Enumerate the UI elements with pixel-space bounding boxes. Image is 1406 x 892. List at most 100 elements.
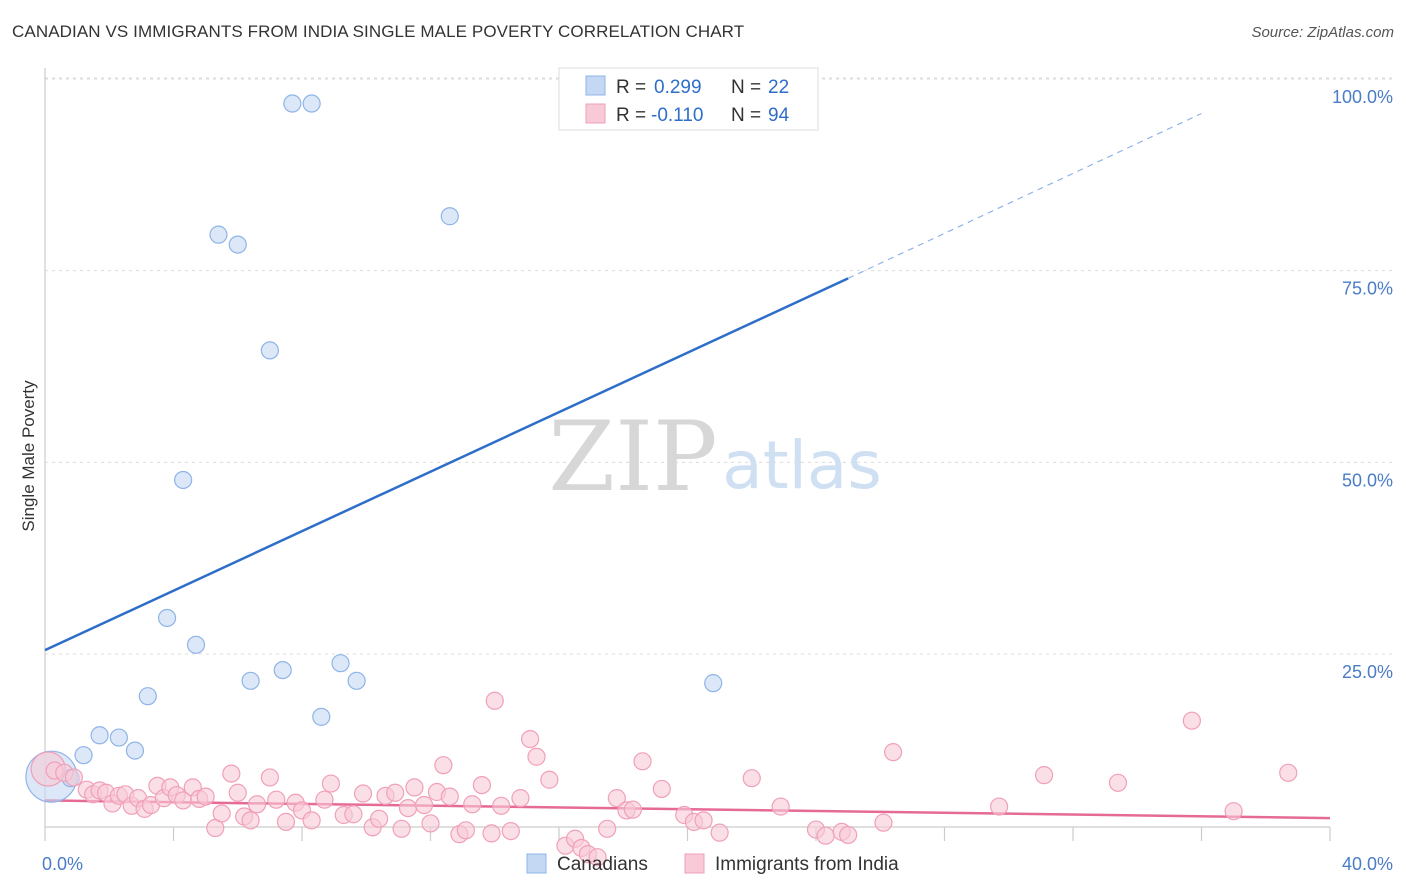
canadians-point-17 <box>312 707 331 726</box>
india-point-70 <box>598 819 617 838</box>
india-point-56 <box>472 775 491 795</box>
legend-r-value-2: -0.110 <box>651 105 703 126</box>
canadians-point-7 <box>157 608 177 628</box>
india-point-59 <box>492 796 511 815</box>
india-point-51 <box>434 756 453 775</box>
canadians-point-15 <box>283 94 302 113</box>
india-point-86 <box>874 813 893 832</box>
india-point-29 <box>247 795 267 814</box>
india-point-81 <box>771 797 790 816</box>
canadians-point-8 <box>174 470 193 490</box>
india-point-60 <box>501 821 520 841</box>
canadians-point-10 <box>209 225 228 244</box>
india-point-54 <box>456 821 475 840</box>
india-point-35 <box>302 811 321 830</box>
india-point-85 <box>839 825 858 845</box>
india-point-28 <box>241 811 260 830</box>
canadians-point-2 <box>74 746 93 765</box>
india-point-92 <box>1224 802 1243 821</box>
legend-n-label-2: N = <box>731 105 761 126</box>
india-point-69 <box>588 848 607 867</box>
canadians-point-6 <box>138 687 157 706</box>
legend: R = 0.299 N = 22 R = -0.110 N = 94 <box>558 67 819 131</box>
india-point-61 <box>511 789 530 808</box>
canadians-point-19 <box>347 671 366 690</box>
watermark-atlas: atlas <box>722 427 882 504</box>
canadians-point-12 <box>241 671 260 690</box>
india-point-79 <box>710 823 729 842</box>
india-point-26 <box>228 783 247 802</box>
india-point-32 <box>276 812 296 832</box>
india-point-3 <box>64 768 84 787</box>
points-layer <box>25 94 1298 867</box>
canadians-point-5 <box>125 741 145 760</box>
x-tick-label-max: 40.0% <box>1342 854 1393 874</box>
legend-r-value-1: 0.299 <box>654 77 702 98</box>
india-point-46 <box>398 798 418 818</box>
bottom-legend: Canadians Immigrants from India <box>526 853 899 875</box>
india-point-57 <box>482 824 501 843</box>
bottom-legend-label-india: Immigrants from India <box>715 854 899 875</box>
india-point-55 <box>463 795 482 814</box>
bottom-legend-label-canadians: Canadians <box>557 854 648 875</box>
watermark: ZIP atlas <box>548 401 881 513</box>
legend-n-value-2: 94 <box>768 105 790 126</box>
india-point-73 <box>623 800 642 819</box>
india-point-80 <box>742 769 761 788</box>
india-point-45 <box>392 819 411 838</box>
canadians-point-4 <box>109 728 128 747</box>
india-point-49 <box>421 814 440 833</box>
india-point-36 <box>315 790 334 809</box>
india-point-64 <box>540 770 559 789</box>
canadians-point-14 <box>273 660 292 680</box>
legend-swatch-india <box>585 103 606 124</box>
y-tick-label-3: 100.0% <box>1332 87 1393 107</box>
canadians-point-9 <box>186 635 206 654</box>
india-point-58 <box>485 691 504 710</box>
canadians-point-11 <box>228 235 247 254</box>
canadians-point-16 <box>302 94 321 113</box>
india-point-42 <box>370 809 389 828</box>
india-point-24 <box>212 804 231 823</box>
india-point-71 <box>607 789 626 808</box>
india-point-91 <box>1182 711 1201 730</box>
india-point-40 <box>353 784 373 803</box>
canadians-point-18 <box>331 654 350 673</box>
y-tick-label-2: 75.0% <box>1342 279 1393 299</box>
chart-title: CANADIAN VS IMMIGRANTS FROM INDIA SINGLE… <box>12 22 745 41</box>
india-point-48 <box>414 795 434 815</box>
india-point-22 <box>196 787 215 806</box>
canadians-trend-extension <box>847 112 1202 279</box>
india-point-25 <box>222 764 241 783</box>
y-tick-label-0: 25.0% <box>1342 662 1393 682</box>
india-point-75 <box>652 779 671 799</box>
chart-source: Source: ZipAtlas.com <box>1251 24 1394 41</box>
canadians-point-13 <box>260 341 279 360</box>
india-point-47 <box>405 778 424 797</box>
legend-n-label-1: N = <box>731 77 761 98</box>
grid-layer <box>45 77 1395 655</box>
bottom-legend-swatch-canadians <box>526 853 547 874</box>
legend-swatch-canadians <box>585 75 606 96</box>
legend-r-label-1: R = <box>616 77 646 98</box>
india-point-30 <box>260 768 279 787</box>
india-point-62 <box>520 729 540 749</box>
india-point-87 <box>883 743 903 762</box>
india-point-44 <box>386 783 405 802</box>
india-point-93 <box>1279 763 1298 782</box>
india-point-74 <box>633 752 652 771</box>
legend-r-label-2: R = <box>616 105 646 126</box>
india-point-31 <box>267 790 286 809</box>
axis-layer: 25.0% 50.0% 75.0% 100.0% 0.0% 40.0% <box>42 68 1393 874</box>
india-point-37 <box>321 774 341 793</box>
india-point-78 <box>694 811 713 830</box>
canadians-point-3 <box>90 726 109 745</box>
watermark-zip: ZIP <box>548 401 717 513</box>
y-axis-label: Single Male Poverty <box>19 380 38 532</box>
india-point-89 <box>1034 766 1054 785</box>
bottom-legend-swatch-india <box>684 853 705 874</box>
india-point-63 <box>527 747 546 766</box>
canadians-point-21 <box>704 674 723 693</box>
india-point-90 <box>1108 773 1128 792</box>
